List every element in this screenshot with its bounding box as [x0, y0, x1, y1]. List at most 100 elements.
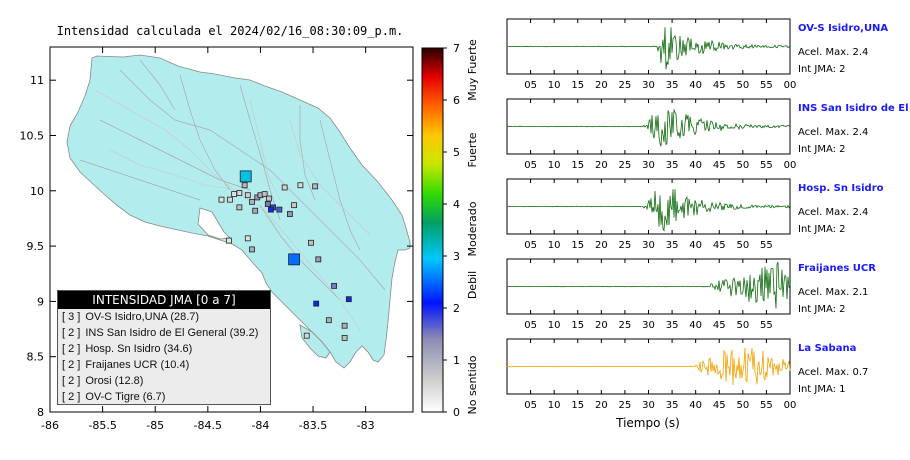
y-tick-label: 9	[37, 295, 44, 308]
int-jma: Int JMA: 2	[798, 64, 846, 75]
time-tick-label: 00	[784, 400, 797, 411]
time-tick-label: 50	[736, 80, 749, 91]
x-tick-label: -85.5	[88, 419, 116, 432]
int-jma: Int JMA: 2	[798, 304, 846, 315]
colorbar-category-label: Fuerte	[466, 132, 479, 167]
time-tick-label: 25	[619, 400, 632, 411]
station-name: La Sabana	[798, 343, 856, 354]
legend-item-label: Orosi (12.8)	[85, 375, 144, 387]
colorbar-tick-label: 1	[453, 354, 460, 367]
x-tick-label: -86	[41, 419, 59, 432]
station-marker	[218, 196, 225, 203]
legend-item-label: OV-S Isidro,UNA (28.7)	[85, 311, 200, 323]
time-tick-label: 20	[595, 160, 608, 171]
station-marker	[268, 206, 274, 213]
time-tick-label: 15	[571, 320, 584, 331]
page-title: Intensidad calculada el 2024/02/16_08:30…	[57, 24, 404, 38]
time-tick-label: 10	[548, 80, 561, 91]
legend-item-label: OV-C Tigre (6.7)	[85, 391, 166, 403]
y-tick-label: 8.5	[27, 351, 45, 364]
legend-item-label: Hosp. Sn Isidro (34.6)	[85, 343, 193, 355]
time-tick-label: 25	[619, 240, 632, 251]
station-marker	[227, 196, 233, 203]
colorbar-ticks: 0 1 2 3 4 5 6 7	[443, 42, 460, 419]
time-tick-label: 30	[642, 160, 655, 171]
time-tick-label: 10	[548, 240, 561, 251]
colorbar-category-label: Muy Fuerte	[466, 39, 479, 101]
time-tick-label: 40	[689, 240, 702, 251]
time-tick-label: 00	[784, 80, 797, 91]
station-marker	[345, 296, 352, 303]
colorbar-tick-label: 3	[453, 250, 460, 263]
station-marker	[281, 184, 288, 191]
station-marker	[265, 195, 272, 202]
x-tick-label: -84.5	[194, 419, 222, 432]
legend-item: [ 2 ] INS San Isidro de El General (39.2)	[58, 325, 270, 341]
station-marker	[244, 235, 251, 242]
station-marker	[231, 191, 238, 198]
time-tick-label: 20	[595, 80, 608, 91]
y-tick-label: 10	[30, 185, 44, 198]
time-tick-label: 05	[524, 400, 537, 411]
time-tick-label: 45	[713, 80, 726, 91]
colorbar-tick-label: 4	[453, 198, 460, 211]
time-tick-label: 50	[736, 240, 749, 251]
int-jma: Int JMA: 2	[798, 144, 846, 155]
y-tick-label: 9.5	[27, 240, 45, 253]
station-name: OV-S Isidro,UNA	[798, 23, 888, 34]
time-tick-label: 25	[619, 80, 632, 91]
station-marker	[341, 334, 348, 341]
seismogram-panels: 05 10 15 20 25 30 35 40 45 50 55 00 OV-S Isidro,UNA A…	[506, 18, 910, 411]
station-marker	[239, 170, 252, 183]
colorbar-gradient	[421, 47, 444, 413]
station-marker	[315, 256, 322, 263]
legend-item-level: [ 2 ]	[62, 343, 81, 355]
station-marker	[252, 207, 259, 214]
time-tick-label: 55	[760, 400, 773, 411]
time-tick-label: 20	[595, 240, 608, 251]
station-name: INS San Isidro de El Ge	[798, 103, 910, 114]
seismogram-panel: 05 10 15 20 25 30 35 40 45 50 55 00 INS San Isidro d…	[506, 98, 910, 171]
legend-item-level: [ 2 ]	[62, 391, 81, 403]
time-tick-label: 25	[619, 160, 632, 171]
time-tick-label: 10	[548, 320, 561, 331]
acel-max: Acel. Max. 0.7	[798, 367, 868, 378]
time-tick-label: 20	[595, 320, 608, 331]
time-tick-label: 15	[571, 400, 584, 411]
time-tick-label: 15	[571, 160, 584, 171]
time-tick-label: 45	[713, 400, 726, 411]
time-tick-label: 55	[760, 240, 773, 251]
y-tick-label: 8	[37, 406, 44, 419]
station-marker	[236, 190, 243, 196]
time-tick-label: 05	[524, 80, 537, 91]
time-tick-label: 15	[571, 240, 584, 251]
time-tick-label: 20	[595, 400, 608, 411]
int-jma: Int JMA: 2	[798, 224, 846, 235]
time-tick-label: 55	[760, 80, 773, 91]
station-name: Fraijanes UCR	[798, 263, 876, 274]
time-tick-label: 50	[736, 160, 749, 171]
acel-max: Acel. Max. 2.1	[798, 287, 868, 298]
time-axis-label: Tiempo (s)	[615, 416, 680, 430]
time-tick-label: 50	[736, 400, 749, 411]
time-tick-label: 05	[524, 160, 537, 171]
time-tick-label: 35	[666, 80, 679, 91]
time-tick-label: 25	[619, 320, 632, 331]
costa-rica-land	[66, 54, 411, 369]
acel-max: Acel. Max. 2.4	[798, 127, 868, 138]
station-marker	[297, 182, 304, 189]
time-tick-label: 05	[524, 240, 537, 251]
legend-item-label: Fraijanes UCR (10.4)	[85, 359, 190, 371]
int-jma: Int JMA: 1	[798, 384, 846, 395]
time-tick-label: 40	[689, 160, 702, 171]
legend-item-level: [ 2 ]	[62, 375, 81, 387]
time-tick-label: 35	[666, 240, 679, 251]
time-tick-label: 40	[689, 400, 702, 411]
time-tick-label: 40	[689, 80, 702, 91]
time-tick-label: 35	[666, 160, 679, 171]
station-marker	[236, 204, 243, 211]
time-tick-label: 05	[524, 320, 537, 331]
time-tick-label: 45	[713, 320, 726, 331]
station-marker	[312, 183, 319, 190]
colorbar-tick-label: 6	[453, 94, 460, 107]
